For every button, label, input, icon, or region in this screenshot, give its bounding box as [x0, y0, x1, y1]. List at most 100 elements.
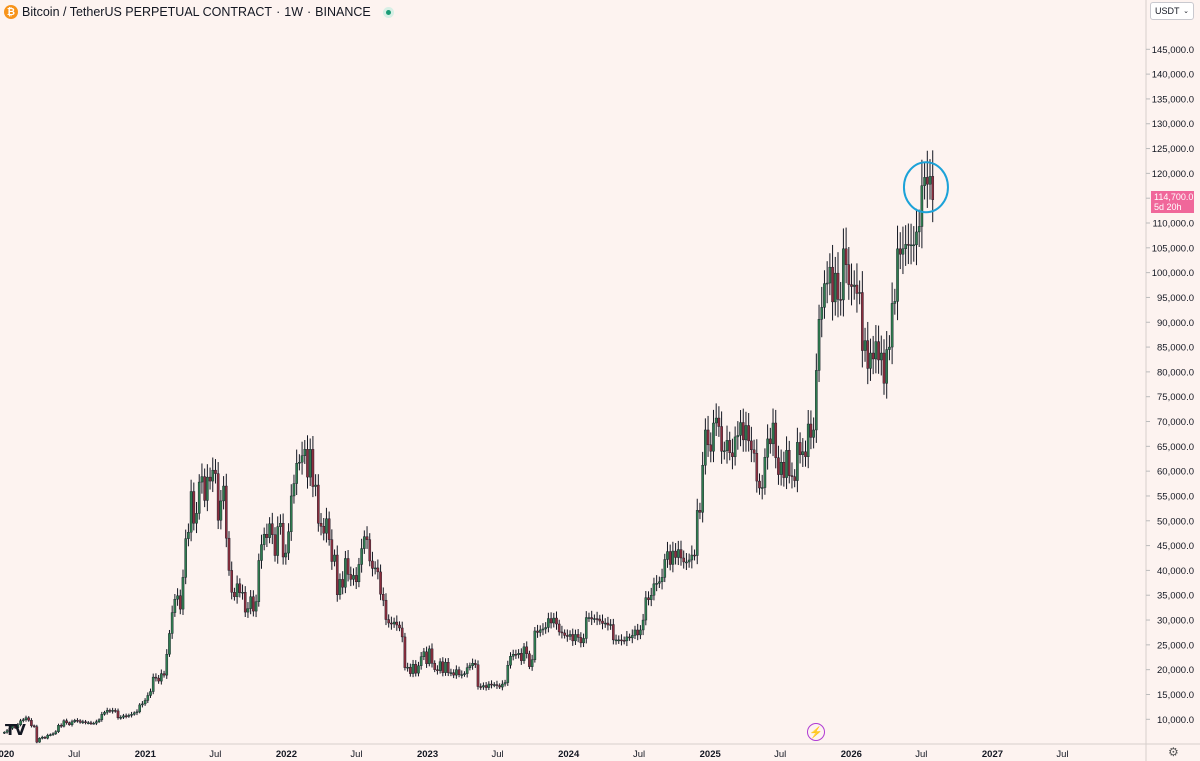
candle-body [368, 539, 372, 562]
candle-body [65, 720, 68, 723]
candle-body [525, 646, 529, 654]
candle-body [365, 536, 369, 540]
candle-body [890, 303, 894, 348]
candle-body [427, 648, 431, 664]
candle-body [249, 596, 252, 609]
candle-body [89, 722, 93, 724]
time-axis[interactable]: 2020 Jul 2021 Jul 2022 Jul 2023 Jul 2024 Jul 2025 J… [0, 749, 1069, 760]
candle-body [668, 551, 672, 565]
candle-body [879, 352, 883, 361]
candle-body [701, 464, 704, 513]
symbol-title[interactable]: Bitcoin / TetherUS PERPETUAL CONTRACT [22, 5, 273, 19]
candle-body [103, 712, 106, 715]
candle-body [338, 579, 342, 595]
candle-body [693, 554, 696, 557]
candle-body [465, 667, 469, 674]
price-axis-label: 80,000.0 [1157, 367, 1194, 378]
candle-body [444, 662, 447, 673]
candle-body [698, 510, 702, 513]
candle-body [289, 495, 293, 532]
candle-body [192, 491, 196, 524]
candle-body [861, 292, 864, 351]
candle-body [798, 442, 802, 455]
highlight-ellipse[interactable] [902, 161, 949, 214]
candle-body [685, 561, 688, 564]
candle-body [904, 244, 907, 250]
market-open-dot-icon[interactable] [382, 6, 394, 18]
candle-body [276, 526, 280, 556]
candle-body [146, 695, 150, 701]
candle-body [151, 676, 155, 692]
bar-countdown: 5d 20h [1154, 202, 1182, 212]
candle-body [463, 673, 466, 675]
candle-body [706, 429, 710, 446]
candle-body [181, 577, 185, 610]
price-axis-label: 145,000.0 [1152, 45, 1194, 56]
time-axis-label: 2027 [982, 749, 1003, 760]
candle-body [877, 341, 880, 361]
candle-body [46, 734, 49, 739]
candle-body [438, 661, 442, 671]
price-axis[interactable]: 10,000.0 15,000.0 20,000.0 25,000.0 30,000.0… [1146, 45, 1194, 726]
candle-body [81, 721, 85, 723]
candle-body [522, 646, 526, 661]
time-axis-label: 2021 [135, 749, 157, 760]
candle-body [162, 673, 166, 676]
price-axis-label: 15,000.0 [1157, 690, 1194, 701]
symbol-header[interactable]: ₿ Bitcoin / TetherUS PERPETUAL CONTRACT … [4, 3, 394, 21]
candle-body [441, 661, 445, 673]
lightning-icon[interactable]: ⚡ [807, 723, 825, 741]
candle-body [430, 648, 434, 664]
candle-body [514, 654, 518, 656]
candle-body [216, 473, 220, 521]
candle-body [11, 726, 14, 729]
candle-body [687, 559, 691, 563]
candle-body [823, 283, 826, 308]
currency-selector[interactable]: USDT ⌄ [1150, 2, 1194, 20]
price-axis-label: 90,000.0 [1157, 318, 1194, 329]
candle-body [446, 662, 450, 673]
last-price: 114,700.0 [1154, 192, 1194, 202]
candle-body [714, 417, 718, 424]
candle-body [400, 627, 404, 638]
annotation-layer[interactable] [902, 161, 949, 214]
candle-body [606, 622, 610, 626]
candle-body [603, 622, 607, 625]
candle-body [609, 624, 612, 626]
candle-body [492, 684, 496, 686]
candle-body [552, 617, 556, 624]
interval-label[interactable]: 1W [284, 5, 303, 19]
candle-body [590, 617, 593, 620]
price-axis-label: 65,000.0 [1157, 442, 1194, 453]
candle-body [842, 248, 845, 301]
candle-body [352, 575, 355, 580]
candle-body [766, 438, 769, 458]
candle-body [704, 429, 707, 466]
gear-icon[interactable]: ⚙ [1168, 745, 1179, 759]
price-axis-label: 95,000.0 [1157, 293, 1194, 304]
candle-body [831, 266, 834, 303]
candle-body [214, 469, 217, 474]
candle-body [747, 425, 750, 442]
candle-body [257, 560, 261, 602]
candle-body [452, 672, 455, 676]
price-axis-label: 60,000.0 [1157, 467, 1194, 478]
candle-body [790, 475, 794, 477]
candle-body [926, 177, 929, 185]
candle-body [584, 617, 588, 639]
candle-body [476, 664, 480, 687]
candle-body [923, 177, 926, 186]
candle-body [896, 248, 899, 302]
candle-body [690, 554, 694, 561]
tradingview-logo-icon[interactable]: TV [5, 721, 26, 739]
candle-body [119, 717, 123, 719]
candle-body [671, 550, 675, 565]
candle-body [844, 248, 848, 265]
time-axis-label: 2024 [558, 749, 580, 760]
candle-body [649, 595, 653, 600]
candle-body [809, 423, 813, 438]
candle-body [858, 292, 861, 294]
candle-body [528, 653, 531, 667]
candle-body [354, 575, 358, 583]
